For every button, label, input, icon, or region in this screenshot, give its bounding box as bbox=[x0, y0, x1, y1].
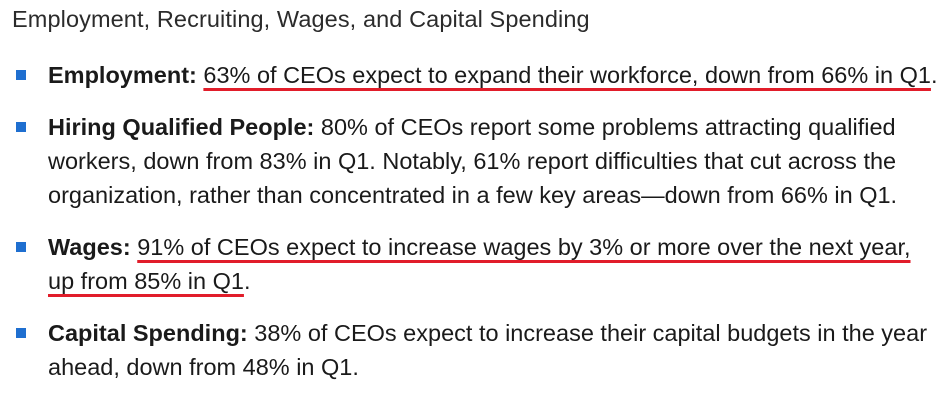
square-bullet-icon bbox=[16, 122, 26, 132]
bullet-list: Employment: 63% of CEOs expect to expand… bbox=[0, 58, 945, 384]
bullet-heading: Employment: bbox=[48, 62, 197, 88]
bullet-item-hiring: Hiring Qualified People: 80% of CEOs rep… bbox=[0, 110, 945, 212]
bullet-heading: Wages: bbox=[48, 234, 131, 260]
square-bullet-icon bbox=[16, 70, 26, 80]
underlined-text: 91% of CEOs expect to increase wages by … bbox=[48, 234, 911, 294]
bullet-heading: Hiring Qualified People: bbox=[48, 114, 315, 140]
bullet-item-wages: Wages: 91% of CEOs expect to increase wa… bbox=[0, 230, 945, 298]
underlined-text: 63% of CEOs expect to expand their workf… bbox=[203, 62, 931, 88]
bullet-item-capital-spending: Capital Spending: 38% of CEOs expect to … bbox=[0, 316, 945, 384]
square-bullet-icon bbox=[16, 242, 26, 252]
bullet-text: 80% of CEOs report some problems attract… bbox=[48, 114, 898, 208]
square-bullet-icon bbox=[16, 328, 26, 338]
bullet-text: 38% of CEOs expect to increase their cap… bbox=[48, 320, 928, 380]
bullet-heading: Capital Spending: bbox=[48, 320, 248, 346]
page-title: Employment, Recruiting, Wages, and Capit… bbox=[12, 6, 590, 32]
bullet-suffix: . bbox=[243, 268, 251, 294]
bullet-item-employment: Employment: 63% of CEOs expect to expand… bbox=[0, 58, 945, 92]
bullet-suffix: . bbox=[930, 62, 938, 88]
